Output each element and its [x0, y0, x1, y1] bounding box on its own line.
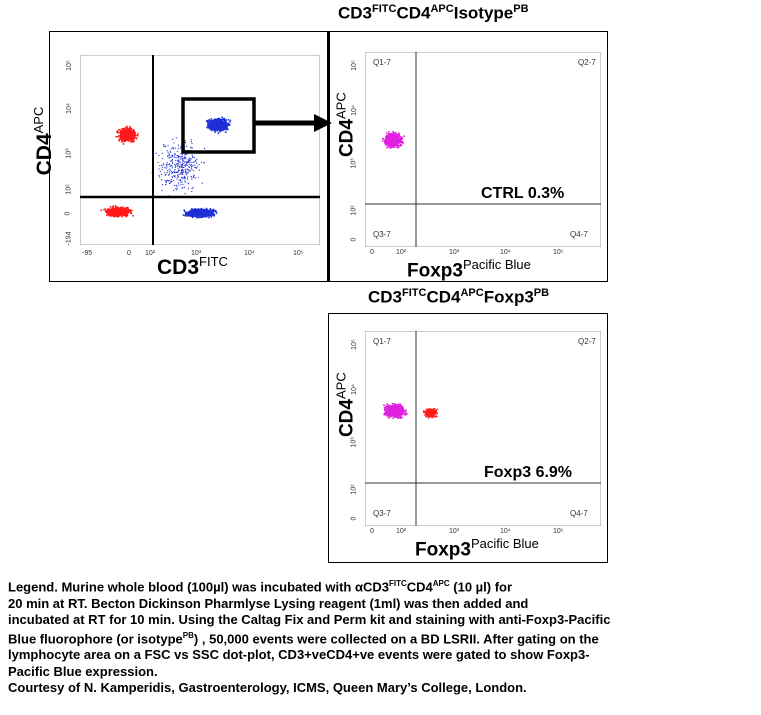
panel1-xtick: 10⁵: [293, 250, 304, 257]
panel1-right-divider: [327, 31, 329, 281]
panel2-ytick: 10⁵: [350, 60, 358, 71]
panel1-x-label: CD3FITC: [157, 254, 228, 279]
panel3-title: CD3FITCCD4APCFoxp3PB: [368, 287, 550, 307]
legend-line: Courtesy of N. Kamperidis, Gastroenterol…: [8, 679, 527, 695]
panel2-title: CD3FITCCD4APCIsotypePB: [338, 3, 529, 23]
panel3-xtick: 10³: [449, 528, 460, 535]
legend-line: Legend. Murine whole blood (100µl) was i…: [8, 579, 513, 595]
panel2-y-label: CD4APC: [333, 92, 358, 158]
panel1-xtick: 10⁴: [244, 250, 255, 257]
panel3-frame: [328, 313, 608, 563]
panel1-xtick: 0: [127, 250, 131, 257]
panel3-ytick: 10⁵: [350, 339, 358, 350]
panel2-ytick: 0: [350, 237, 358, 242]
panel3-xtick: 10⁵: [553, 528, 564, 535]
panel1-ytick: 10³: [65, 148, 73, 159]
panel3-stat: Foxp3 6.9%: [484, 464, 573, 481]
panel3-q3: Q3-7: [373, 509, 391, 518]
legend-line: incubated at RT for 10 min. Using the Ca…: [8, 611, 611, 627]
figure-legend: Legend. Murine whole blood (100µl) was i…: [8, 576, 760, 696]
panel1-y-label: CD4APC: [31, 106, 56, 176]
legend-line: Pacific Blue expression.: [8, 663, 158, 679]
panel2-q3: Q3-7: [373, 230, 391, 239]
panel2-q4: Q4-7: [570, 230, 588, 239]
panel3-q2: Q2-7: [578, 337, 596, 346]
panel2-q2: Q2-7: [578, 58, 596, 67]
panel2-xtick: 10⁴: [500, 249, 511, 256]
panel3-ytick: 10²: [350, 484, 358, 495]
legend-line: lymphocyte area on a FSC vs SSC dot-plot…: [8, 647, 590, 663]
panel2-xtick: 0: [370, 249, 374, 256]
panel1-ytick: 10⁵: [65, 60, 73, 71]
panel1-ytick: -194: [65, 231, 73, 246]
panel2-plot: [365, 52, 601, 247]
panel3-ytick: 0: [350, 516, 358, 521]
panel3-xtick: 10⁴: [500, 528, 511, 535]
panel1-ytick: 10²: [65, 184, 73, 195]
panel1-xtick: 10²: [145, 250, 156, 257]
panel2-xtick: 10⁵: [553, 249, 564, 256]
panel1-frame: [49, 31, 330, 282]
gate-arrow: [254, 114, 332, 132]
panel3-xtick: 10²: [396, 528, 407, 535]
panel3-xtick: 0: [370, 528, 374, 535]
panel2-xtick: 10²: [396, 249, 407, 256]
legend-line: 20 min at RT. Becton Dickinson Pharmlyse…: [8, 595, 529, 611]
panel2-ytick: 10²: [350, 205, 358, 216]
panel2-frame: [329, 31, 608, 282]
panel1-ytick: 10⁴: [65, 103, 73, 114]
panel3-x-label: Foxp3Pacific Blue: [415, 536, 539, 561]
legend-line: Blue fluorophore (or isotypePB) , 50,000…: [8, 630, 599, 647]
panel1-xtick: 10³: [191, 250, 202, 257]
panel2-x-label: Foxp3Pacific Blue: [407, 257, 531, 282]
panel3-q1: Q1-7: [373, 337, 391, 346]
panel2-stat: CTRL 0.3%: [481, 185, 565, 202]
panel3-q4: Q4-7: [570, 509, 588, 518]
panel3-y-label: CD4APC: [333, 372, 358, 438]
panel2-q1: Q1-7: [373, 58, 391, 67]
panel1-ytick: 0: [64, 211, 72, 216]
panel2-xtick: 10³: [449, 249, 460, 256]
panel1-xtick: -95: [82, 250, 93, 257]
panel1-plot: [80, 55, 320, 245]
panel3-plot: [365, 331, 601, 526]
